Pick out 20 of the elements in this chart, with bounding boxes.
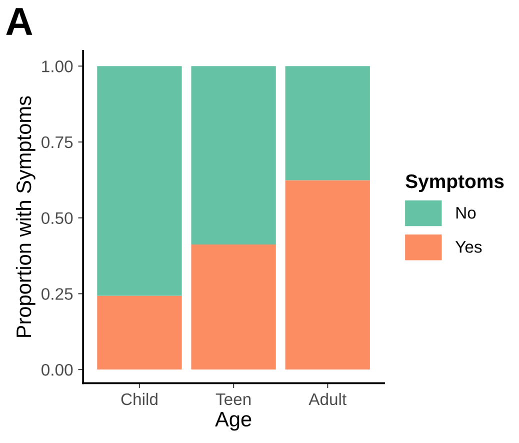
chart-title: A xyxy=(6,8,32,35)
bar xyxy=(97,296,182,370)
bar xyxy=(285,66,370,180)
bar xyxy=(191,66,276,245)
y-tick-label: 1.00 xyxy=(42,60,73,72)
y-tick-label: 0.25 xyxy=(42,288,73,300)
x-tick-label: Adult xyxy=(308,392,346,406)
bar xyxy=(191,244,276,370)
x-axis-title: Age xyxy=(215,412,252,431)
legend-title: Symptoms xyxy=(406,174,504,192)
legend-label: Yes xyxy=(455,241,482,253)
y-tick-label: 0.00 xyxy=(42,364,73,376)
legend-label: No xyxy=(456,207,476,219)
y-tick-label: 0.75 xyxy=(42,136,73,148)
x-tick-label: Teen xyxy=(216,394,251,406)
y-axis-title: Proportion with Symptoms xyxy=(16,96,36,337)
bar xyxy=(97,66,182,296)
bar xyxy=(285,180,370,370)
y-tick-label: 0.50 xyxy=(42,212,73,224)
x-tick-label: Child xyxy=(121,392,158,406)
